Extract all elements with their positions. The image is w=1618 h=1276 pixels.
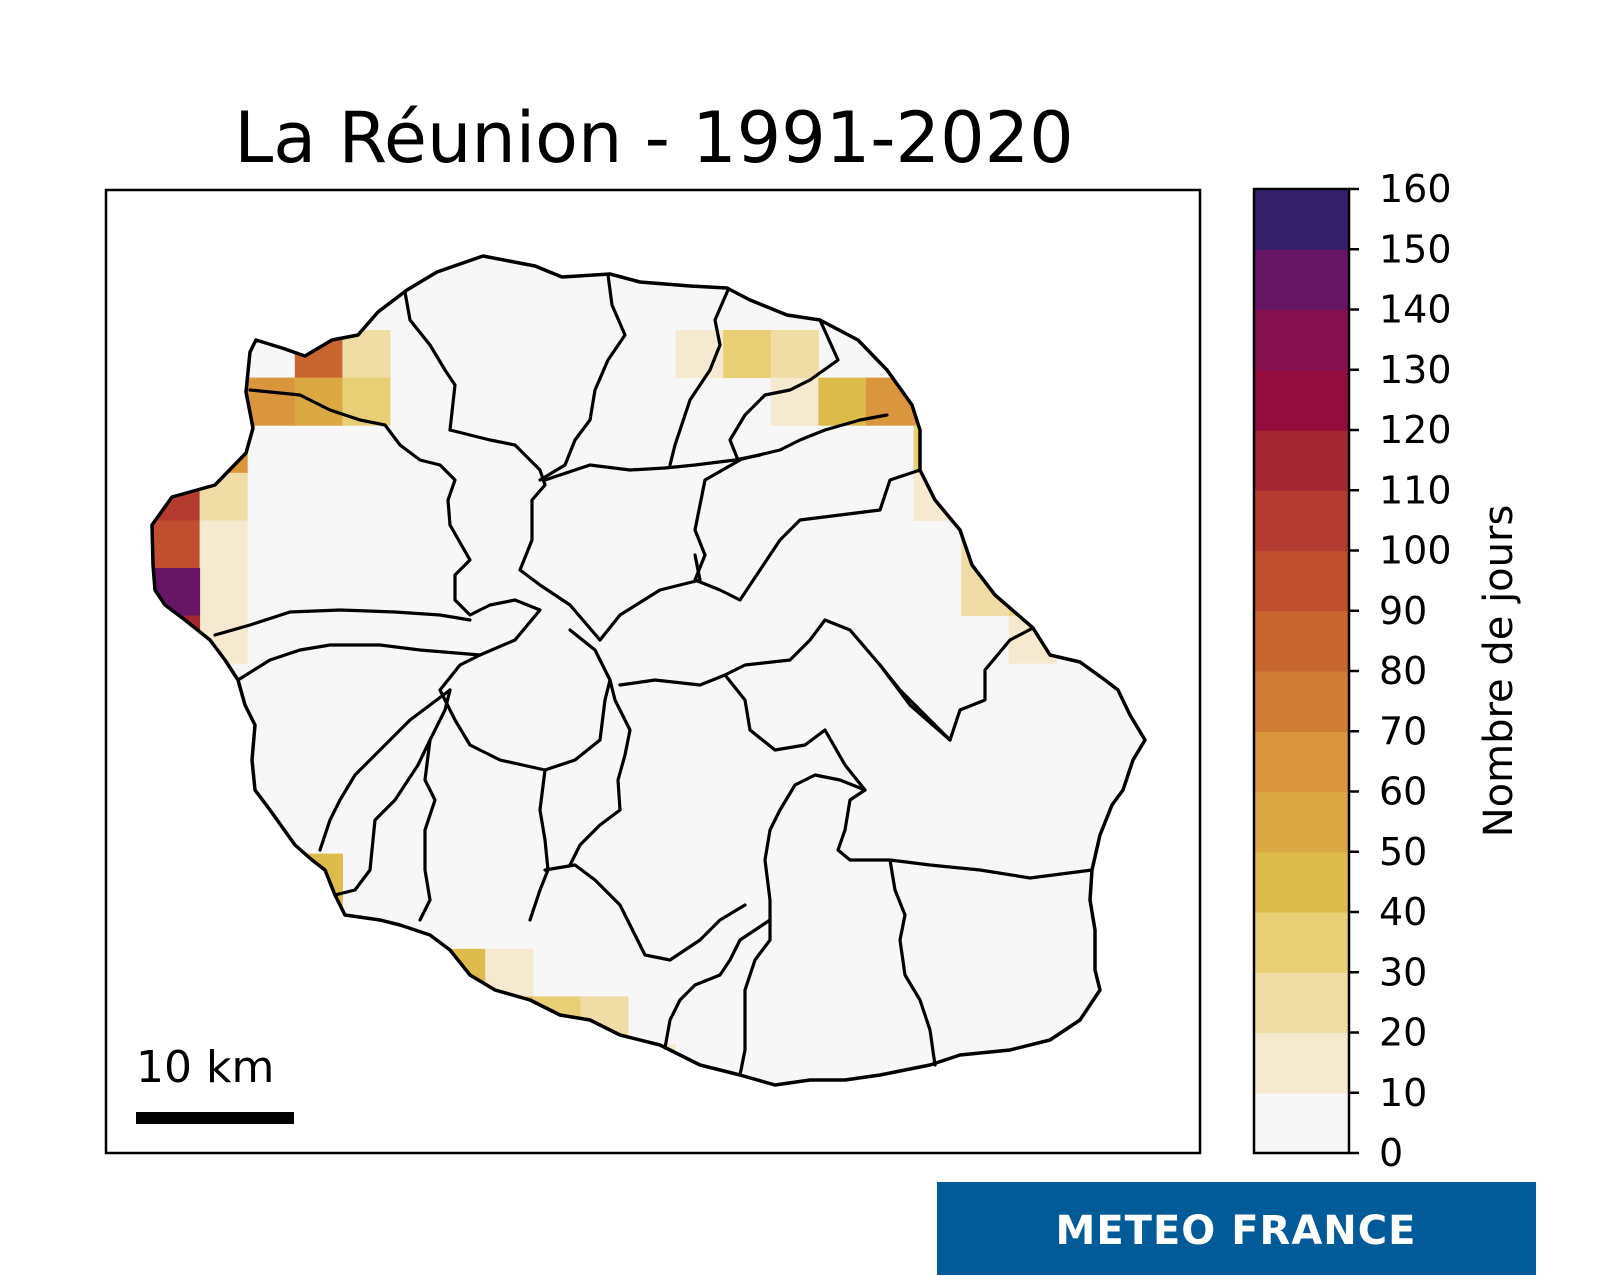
logo-text: METEO FRANCE <box>1056 1208 1417 1254</box>
colorbar: 0 10 20 30 40 50 60 70 80 90 100 110 120 130 140 150 160… <box>1252 167 1522 1175</box>
commune-boundary <box>663 918 772 1050</box>
colorbar-tick-label: 50 <box>1379 830 1427 874</box>
colorbar-tick-label: 20 <box>1379 1011 1427 1055</box>
colorbar-swatch <box>1254 490 1349 552</box>
colorbar-tick-label: 120 <box>1379 408 1452 452</box>
commune-boundary <box>728 318 889 462</box>
commune-boundaries <box>213 273 1094 1077</box>
heat-cell <box>770 377 819 426</box>
colorbar-swatch <box>1254 610 1349 672</box>
commune-boundary <box>693 458 922 602</box>
commune-boundary <box>538 273 627 482</box>
map-panel: 10 km <box>104 188 1202 1155</box>
colorbar-swatch <box>1254 550 1349 612</box>
colorbar-swatch <box>1254 1032 1349 1094</box>
colorbar-tick-label: 150 <box>1379 227 1452 271</box>
heat-cell <box>818 377 867 426</box>
logo-banner <box>937 1182 1536 1275</box>
heat-cell <box>199 520 248 569</box>
heat-cell <box>770 330 819 379</box>
commune-boundary <box>723 673 867 792</box>
colorbar-tick-label: 0 <box>1379 1131 1403 1175</box>
commune-boundary <box>568 678 632 867</box>
colorbar-swatch <box>1254 671 1349 732</box>
commune-boundary <box>438 598 612 772</box>
colorbar-tick-label: 30 <box>1379 950 1427 994</box>
island-coastline <box>150 254 1147 1087</box>
colorbar-tick-label: 90 <box>1379 589 1427 633</box>
colorbar-swatch <box>1254 972 1349 1034</box>
commune-boundary <box>598 553 702 642</box>
commune-boundary <box>836 788 1094 880</box>
commune-boundary <box>668 288 730 467</box>
commune-boundary <box>333 848 374 897</box>
colorbar-tick-label: 140 <box>1379 288 1452 332</box>
meteo-france-logo: METEO FRANCE <box>937 1182 1536 1275</box>
colorbar-swatch <box>1254 249 1349 311</box>
commune-boundary <box>236 643 482 682</box>
scale-bar-label: 10 km <box>136 1042 274 1093</box>
heat-cell <box>723 330 772 379</box>
commune-boundary <box>248 388 517 617</box>
colorbar-tick-label: 130 <box>1379 348 1452 392</box>
colorbar-tick-label: 100 <box>1379 529 1452 573</box>
colorbar-tick-label: 60 <box>1379 770 1427 814</box>
commune-boundary <box>370 688 452 852</box>
colorbar-swatch <box>1254 851 1349 913</box>
heat-cell <box>294 377 343 426</box>
colorbar-swatch <box>1254 791 1349 853</box>
colorbar-swatch <box>1254 1092 1349 1154</box>
heat-cell <box>247 377 296 426</box>
colorbar-swatch <box>1254 309 1349 371</box>
colorbar-swatches <box>1254 189 1349 1154</box>
scale-bar: 10 km <box>136 1042 294 1124</box>
commune-boundary <box>418 738 437 922</box>
commune-boundary <box>213 608 472 637</box>
commune-boundary <box>528 768 550 922</box>
colorbar-tick-label: 10 <box>1379 1071 1427 1115</box>
colorbar-ticks: 0 10 20 30 40 50 60 70 80 90 100 110 120 130 140 150 160 <box>1349 167 1452 1175</box>
commune-boundary <box>888 858 937 1067</box>
commune-boundary <box>878 663 952 742</box>
map-title: La Réunion - 1991-2020 <box>234 97 1073 179</box>
heat-cell <box>342 377 391 426</box>
commune-boundary <box>738 773 867 1077</box>
colorbar-swatch <box>1254 912 1349 973</box>
commune-boundary <box>948 626 1035 742</box>
colorbar-tick-label: 40 <box>1379 890 1427 934</box>
heat-cell <box>199 568 248 617</box>
colorbar-swatch <box>1254 430 1349 491</box>
colorbar-tick-label: 70 <box>1379 709 1427 753</box>
commune-boundary <box>543 453 762 482</box>
colorbar-swatch <box>1254 369 1349 431</box>
colorbar-tick-label: 80 <box>1379 649 1427 693</box>
scale-bar-line <box>136 1112 294 1124</box>
colorbar-swatch <box>1254 731 1349 793</box>
colorbar-swatch <box>1254 189 1349 250</box>
heat-cell <box>152 520 201 569</box>
commune-boundary <box>403 290 457 432</box>
island-shape <box>152 256 1145 1085</box>
colorbar-tick-label: 160 <box>1379 167 1452 211</box>
commune-boundary <box>543 863 747 962</box>
commune-boundary <box>448 428 602 642</box>
colorbar-tick-label: 110 <box>1379 468 1452 512</box>
commune-boundary <box>318 688 452 852</box>
colorbar-label: Nombre de jours <box>1476 505 1522 838</box>
